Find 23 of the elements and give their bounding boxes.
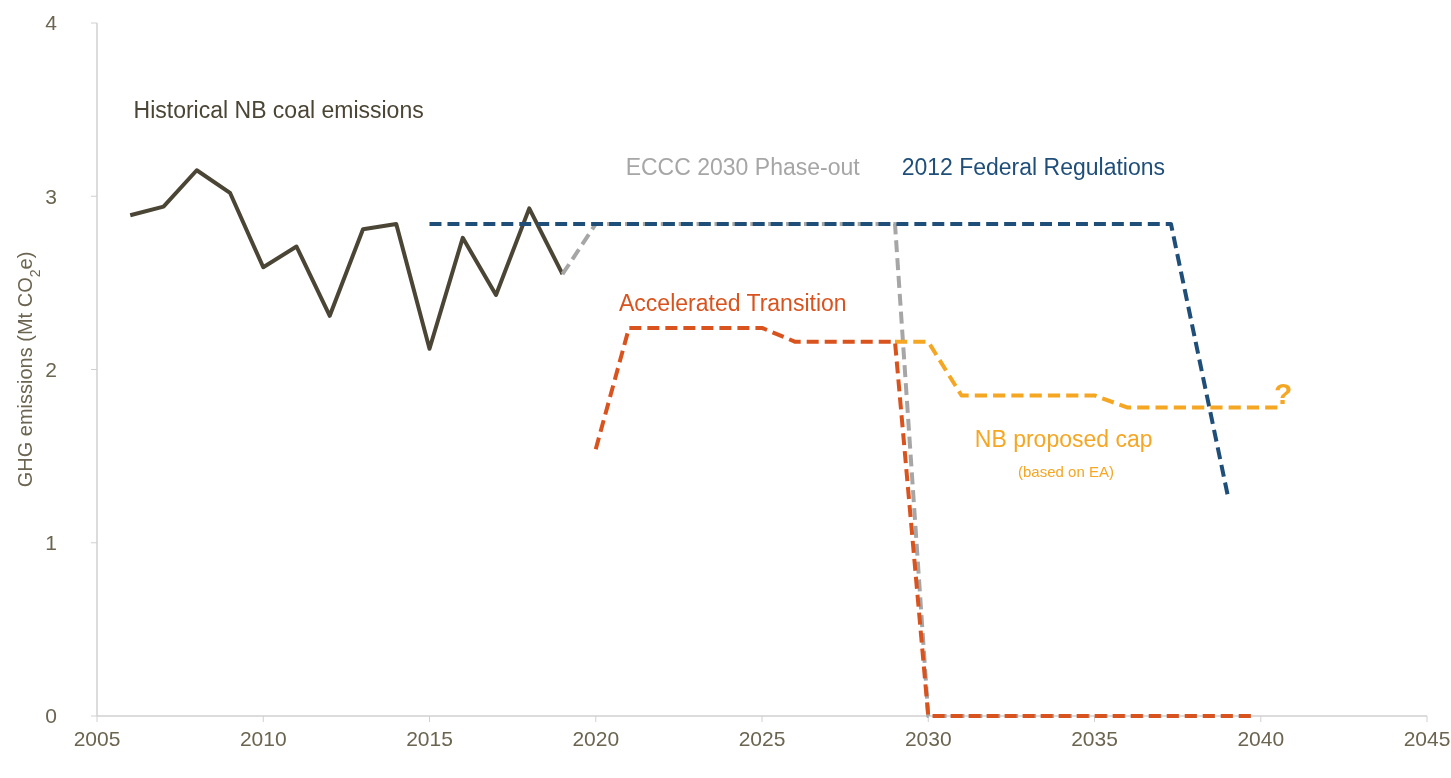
series-label: 2012 Federal Regulations: [901, 154, 1166, 181]
x-tick-label: 2030: [904, 727, 952, 750]
line-series: [128, 168, 565, 351]
series-label: NB proposed cap: [974, 426, 1153, 453]
annotation: ?: [1274, 377, 1293, 411]
y-tick-label: 3: [45, 184, 57, 208]
line-series: [593, 325, 1253, 718]
x-tick-label: 2040: [1237, 727, 1285, 750]
x-tick-label: 2015: [406, 727, 453, 750]
x-tick-label: 2020: [572, 727, 620, 750]
y-tick-label: 4: [45, 11, 58, 35]
x-tick-label: 2035: [1071, 727, 1118, 750]
y-tick-label: 2: [45, 357, 57, 381]
x-tick-label: 2010: [239, 727, 287, 750]
series-label: Accelerated Transition: [619, 289, 847, 316]
y-tick-label: 0: [45, 704, 57, 728]
x-tick-label: 2005: [73, 727, 121, 750]
x-tick-label: 2025: [738, 727, 786, 750]
text: Historical NB coal emissions: [133, 97, 424, 124]
annotation: (based on EA): [1018, 462, 1114, 480]
series-label: ECCC 2030 Phase-out: [625, 154, 861, 181]
x-tick-label: 2045: [1403, 727, 1451, 750]
y-tick-label: 1: [45, 531, 57, 555]
